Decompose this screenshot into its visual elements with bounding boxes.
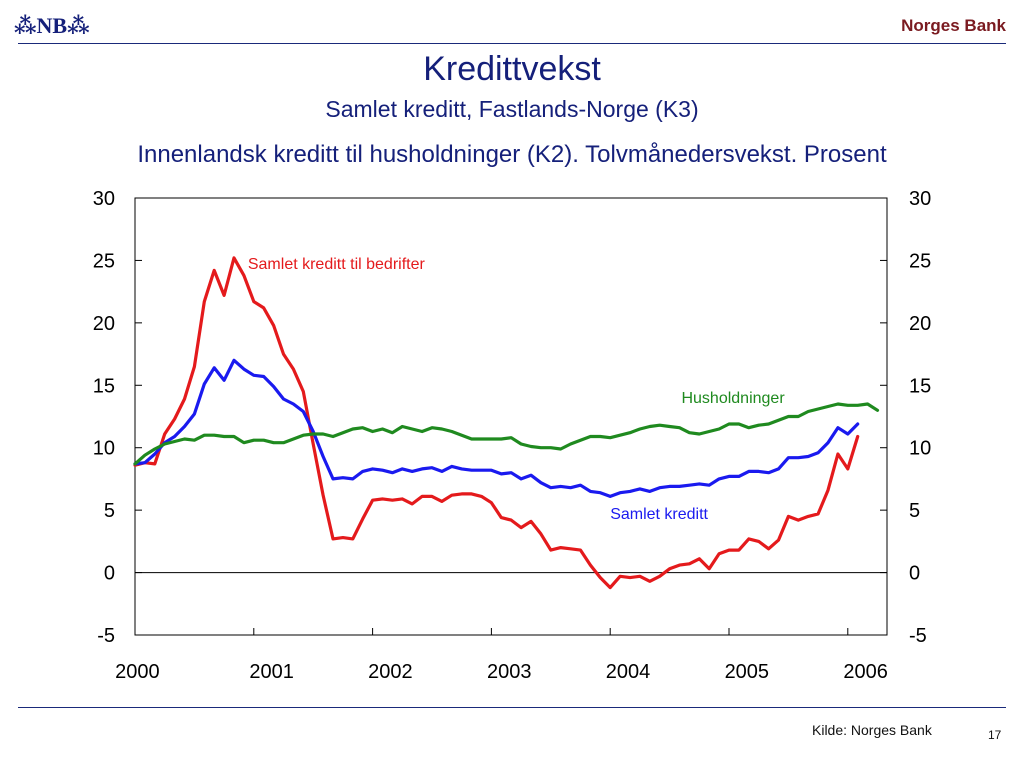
- y-tick-label-right: -5: [909, 625, 927, 647]
- y-tick-label-left: 5: [104, 500, 115, 522]
- slide-subtitle: Samlet kreditt, Fastlands-Norge (K3): [325, 96, 699, 122]
- series-label: Husholdninger: [681, 390, 785, 407]
- footer-divider: [18, 707, 1006, 708]
- y-tick-label-left: 25: [93, 250, 115, 272]
- y-tick-label-right: 0: [909, 563, 920, 585]
- page-number: 17: [988, 728, 1002, 742]
- x-tick-label: 2002: [368, 661, 413, 683]
- slide-title: Kredittvekst: [423, 50, 601, 88]
- source-note: Kilde: Norges Bank: [812, 722, 932, 738]
- series-line-samlet-kreditt-til-bedrifter: [133, 256, 860, 590]
- series-line-husholdninger: [133, 402, 880, 466]
- x-axis: 2000 2001 2002 2003 2004 2005 2006: [115, 628, 888, 683]
- x-tick-label: 2004: [606, 661, 651, 683]
- y-axis-left: 30 25 20 15 10 5 0 -5: [93, 188, 142, 647]
- chart-title: Innenlandsk kreditt til husholdninger (K…: [137, 141, 887, 168]
- series-label: Samlet kreditt til bedrifter: [248, 256, 426, 273]
- series-lines: [133, 256, 880, 590]
- series-label: Samlet kreditt: [610, 506, 708, 523]
- y-tick-label-right: 20: [909, 313, 931, 335]
- series-line-samlet-kreditt: [133, 358, 860, 498]
- plot-frame: [134, 197, 888, 636]
- y-tick-label-right: 10: [909, 438, 931, 460]
- y-tick-label-left: -5: [97, 625, 115, 647]
- norges-bank-logo: ⁂NB⁂: [14, 13, 90, 38]
- bank-name: Norges Bank: [901, 16, 1006, 35]
- y-tick-label-right: 30: [909, 188, 931, 210]
- y-axis-right: 30 25 20 15 10 5 0 -5: [880, 188, 931, 647]
- x-tick-label: 2000: [115, 661, 160, 683]
- x-tick-label: 2005: [725, 661, 770, 683]
- y-tick-label-left: 20: [93, 313, 115, 335]
- x-tick-label: 2006: [843, 661, 888, 683]
- y-tick-label-right: 5: [909, 500, 920, 522]
- y-tick-label-left: 10: [93, 438, 115, 460]
- series-labels: Samlet kreditt til bedrifter Samlet kredi…: [248, 256, 785, 523]
- y-tick-label-left: 30: [93, 188, 115, 210]
- x-tick-label: 2001: [249, 661, 294, 683]
- header-divider: [18, 43, 1006, 44]
- x-tick-label: 2003: [487, 661, 532, 683]
- y-tick-label-right: 15: [909, 375, 931, 397]
- y-tick-label-left: 15: [93, 375, 115, 397]
- y-tick-label-right: 25: [909, 250, 931, 272]
- y-tick-label-left: 0: [104, 563, 115, 585]
